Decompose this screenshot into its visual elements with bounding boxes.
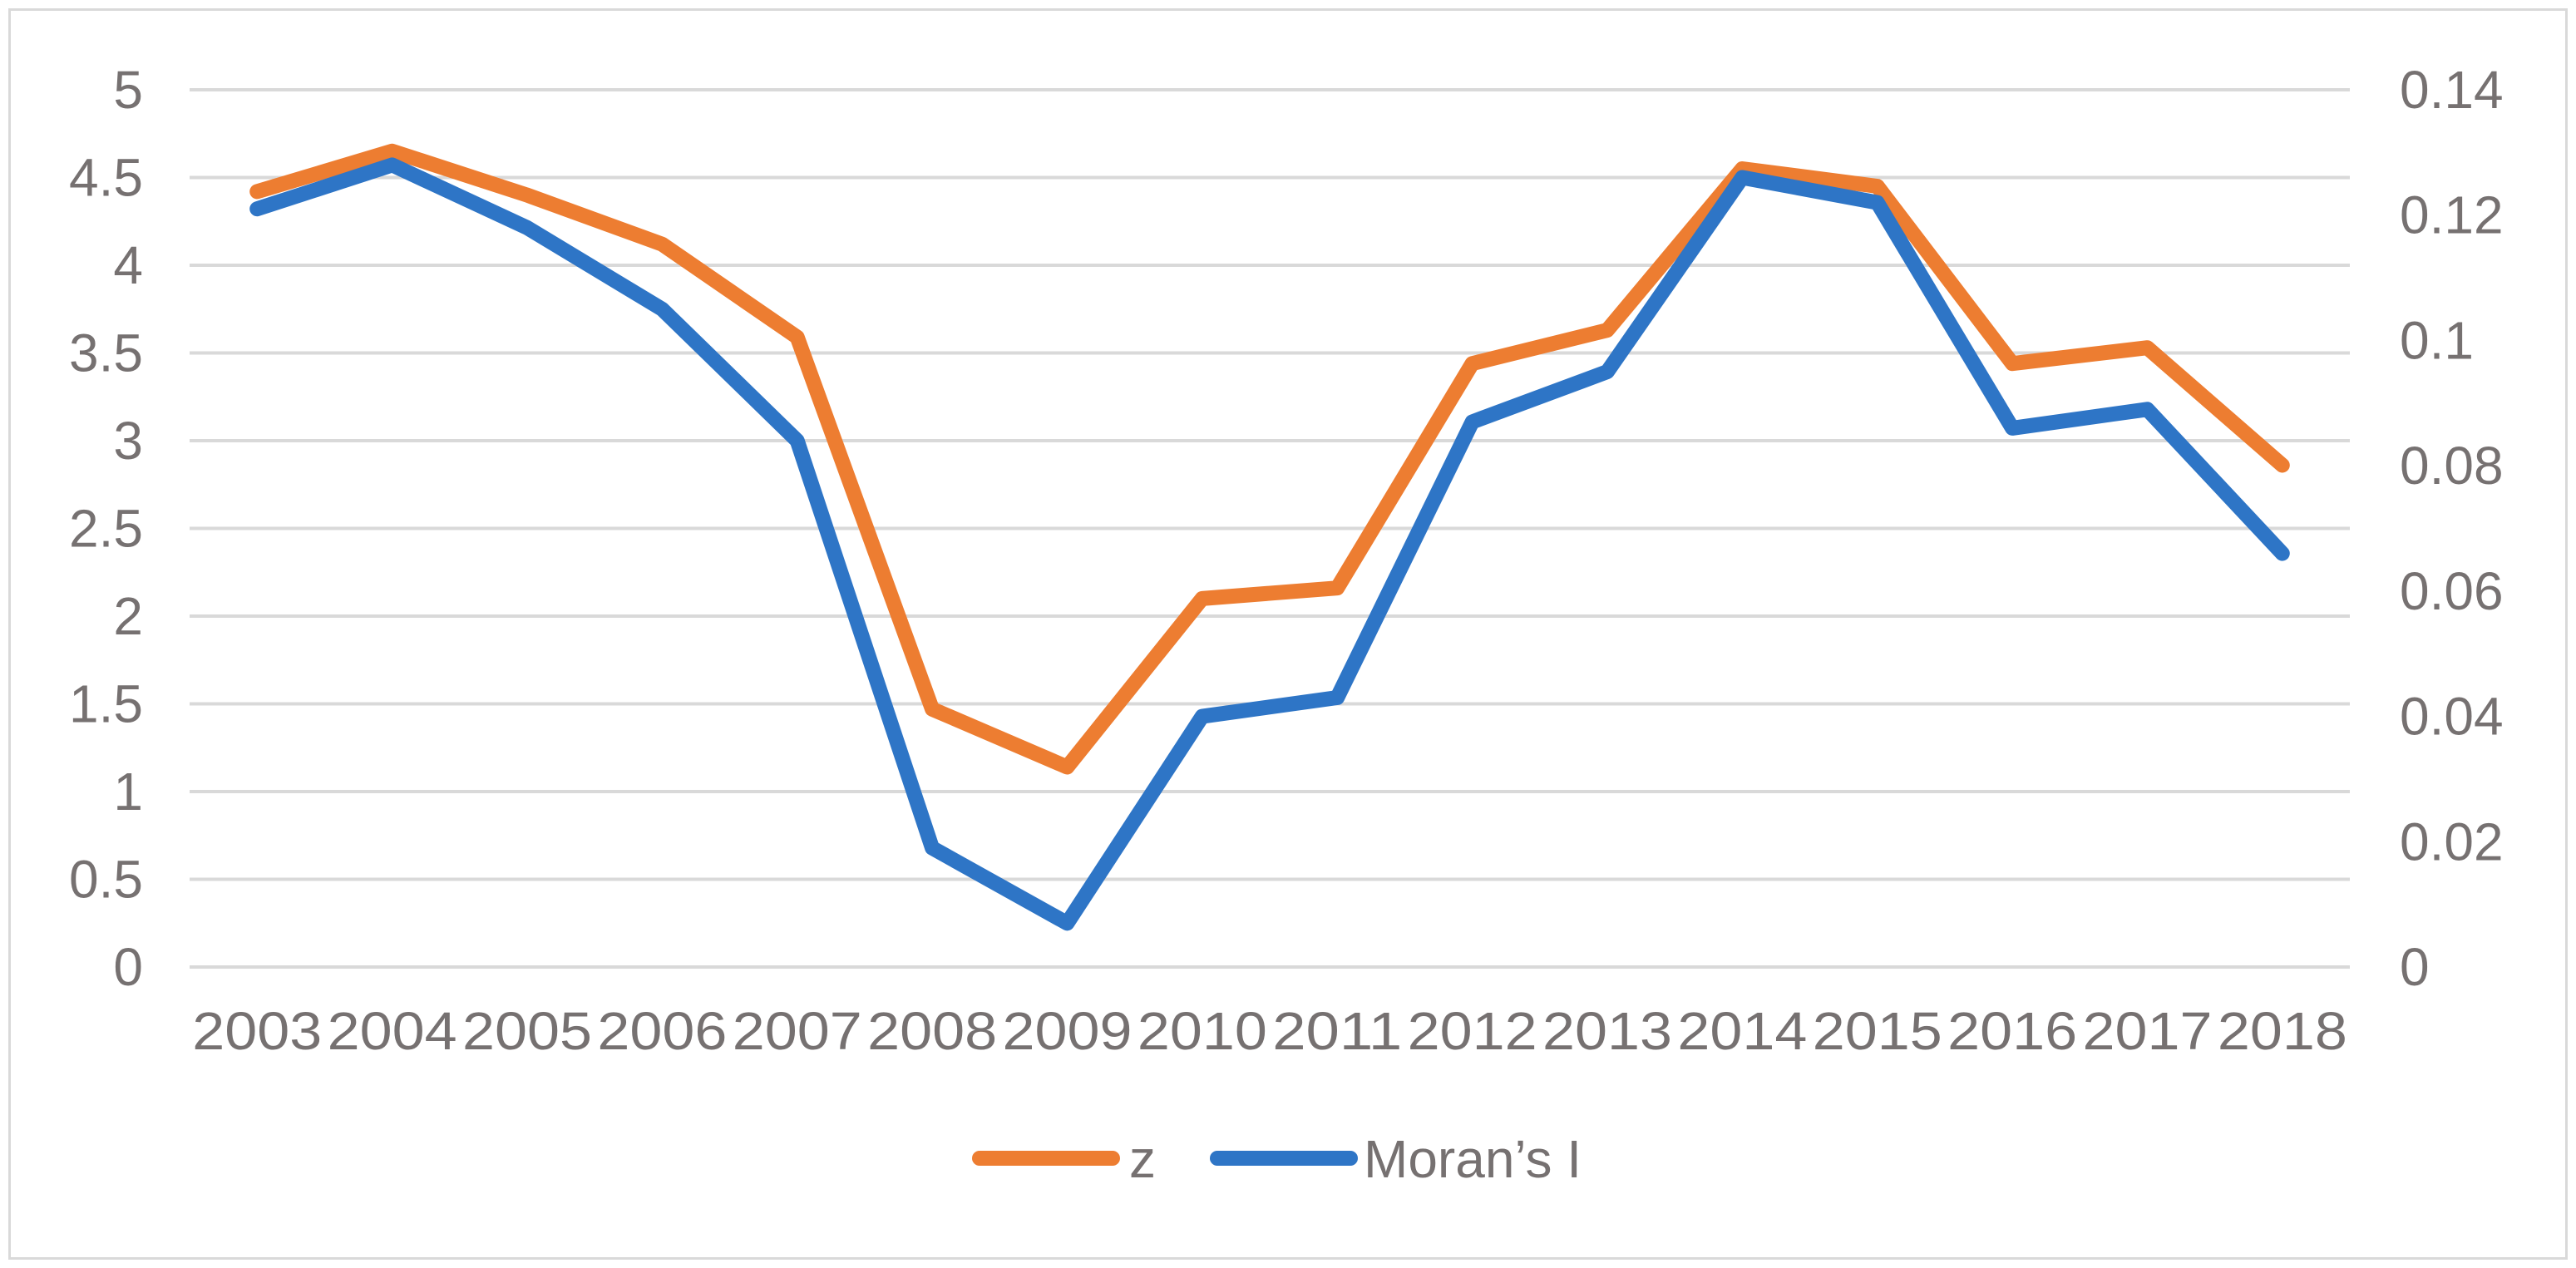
left-axis-tick-label: 1 [113,762,143,821]
x-axis-tick-label: 2015 [1813,1001,1942,1061]
x-axis-tick-label: 2012 [1408,1001,1537,1061]
x-axis-tick-label: 2017 [2082,1001,2212,1061]
left-axis-tick-label: 2 [113,586,143,646]
x-axis-tick-label: 2004 [328,1001,457,1061]
legend-label: z [1129,1129,1156,1189]
x-axis-tick-label: 2009 [1002,1001,1132,1061]
right-axis-tick-label: 0.08 [2400,436,2504,496]
right-axis-tick-label: 0.12 [2400,185,2504,245]
series-line-z [249,143,2290,775]
right-axis-tick-label: 0 [2400,937,2430,997]
x-axis-tick-label: 2016 [1947,1001,2077,1061]
left-axis-tick-label: 3.5 [69,323,143,383]
right-axis-tick-label: 0.06 [2400,561,2504,621]
x-axis-tick-label: 2003 [192,1001,322,1061]
x-axis-tick-label: 2007 [733,1001,862,1061]
right-axis-tick-label: 0.1 [2400,310,2474,370]
left-axis-tick-label: 0.5 [69,850,143,910]
left-axis-tick-label: 0 [113,937,143,997]
right-axis-tick-label: 0.04 [2400,687,2504,747]
x-axis-tick-label: 2018 [2218,1001,2347,1061]
right-axis-tick-label: 0.14 [2400,60,2504,120]
left-axis-tick-label: 1.5 [69,674,143,734]
x-axis-tick-label: 2005 [462,1001,592,1061]
left-axis-tick-label: 4 [113,235,143,295]
x-axis-tick-label: 2006 [597,1001,727,1061]
x-axis-tick-label: 2014 [1677,1001,1807,1061]
right-axis-tick-label: 0.02 [2400,812,2504,871]
chart-frame [8,8,2568,1260]
legend-label: Moran’s I [1364,1129,1582,1189]
x-axis-tick-label: 2011 [1272,1001,1402,1061]
x-axis-tick-label: 2013 [1542,1001,1672,1061]
left-axis-tick-label: 5 [113,60,143,120]
left-axis-tick-label: 3 [113,411,143,471]
x-axis-tick-label: 2008 [867,1001,997,1061]
series-line-morans-i [249,157,2290,931]
left-axis-tick-label: 4.5 [69,148,143,208]
left-axis-tick-label: 2.5 [69,499,143,559]
x-axis-tick-label: 2010 [1137,1001,1267,1061]
